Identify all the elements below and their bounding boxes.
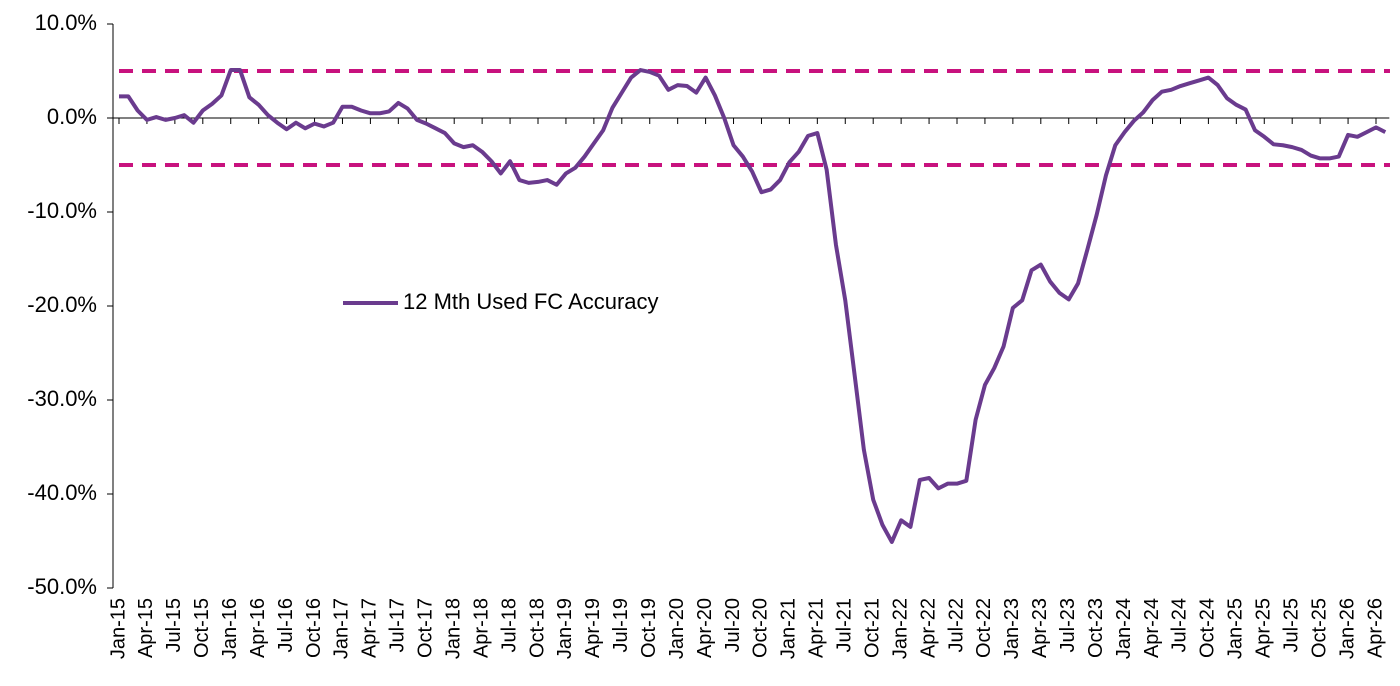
x-tick-label: Jul-18 bbox=[498, 598, 520, 652]
y-tick-label: -40.0% bbox=[27, 480, 97, 505]
x-tick-label: Apr-22 bbox=[917, 598, 939, 658]
x-tick-label: Apr-16 bbox=[247, 598, 269, 658]
x-tick-label: Apr-20 bbox=[694, 598, 716, 658]
x-tick-label: Oct-21 bbox=[861, 598, 883, 658]
x-tick-label: Jan-17 bbox=[331, 598, 353, 659]
x-tick-label: Jan-18 bbox=[442, 598, 464, 659]
x-tick-label: Jul-22 bbox=[945, 598, 967, 652]
x-tick-label: Apr-24 bbox=[1141, 598, 1163, 658]
x-tick-label: Jul-21 bbox=[834, 598, 856, 652]
x-tick-label: Apr-15 bbox=[135, 598, 157, 658]
x-tick-label: Apr-19 bbox=[582, 598, 604, 658]
x-tick-label: Oct-17 bbox=[415, 598, 437, 658]
x-tick-label: Apr-25 bbox=[1253, 598, 1275, 658]
legend-label: 12 Mth Used FC Accuracy bbox=[403, 289, 659, 314]
x-tick-label: Jan-21 bbox=[778, 598, 800, 659]
y-tick-label: -50.0% bbox=[27, 574, 97, 599]
y-tick-label: -30.0% bbox=[27, 386, 97, 411]
x-tick-label: Oct-23 bbox=[1085, 598, 1107, 658]
x-tick-label: Jan-25 bbox=[1225, 598, 1247, 659]
x-tick-label: Apr-26 bbox=[1364, 598, 1386, 658]
x-tick-label: Oct-16 bbox=[303, 598, 325, 658]
x-tick-label: Oct-22 bbox=[973, 598, 995, 658]
x-tick-label: Apr-18 bbox=[470, 598, 492, 658]
x-tick-label: Jan-20 bbox=[666, 598, 688, 659]
x-tick-label: Oct-15 bbox=[191, 598, 213, 658]
x-tick-label: Oct-24 bbox=[1197, 598, 1219, 658]
x-tick-label: Apr-17 bbox=[359, 598, 381, 658]
x-tick-label: Jan-19 bbox=[554, 598, 576, 659]
x-tick-label: Jan-23 bbox=[1001, 598, 1023, 659]
data-line bbox=[119, 68, 1387, 544]
x-tick-label: Apr-21 bbox=[806, 598, 828, 658]
x-tick-label: Jan-15 bbox=[107, 598, 129, 659]
x-tick-label: Jul-19 bbox=[610, 598, 632, 652]
x-tick-label: Oct-18 bbox=[526, 598, 548, 658]
y-tick-label: -10.0% bbox=[27, 198, 97, 223]
y-tick-label: 0.0% bbox=[47, 104, 97, 129]
y-tick-label: -20.0% bbox=[27, 292, 97, 317]
x-tick-label: Jul-16 bbox=[275, 598, 297, 652]
x-tick-label: Jul-15 bbox=[163, 598, 185, 652]
x-tick-label: Jul-17 bbox=[387, 598, 409, 652]
x-tick-label: Jul-23 bbox=[1057, 598, 1079, 652]
x-tick-label: Jan-26 bbox=[1336, 598, 1358, 659]
x-tick-label: Oct-19 bbox=[638, 598, 660, 658]
y-tick-label: 10.0% bbox=[35, 10, 97, 35]
x-tick-label: Jan-16 bbox=[219, 598, 241, 659]
x-tick-label: Jan-24 bbox=[1113, 598, 1135, 659]
x-tick-label: Oct-25 bbox=[1308, 598, 1330, 658]
x-tick-label: Oct-20 bbox=[750, 598, 772, 658]
x-tick-label: Jul-24 bbox=[1169, 598, 1191, 652]
x-tick-label: Apr-23 bbox=[1029, 598, 1051, 658]
x-tick-label: Jul-20 bbox=[722, 598, 744, 652]
x-tick-label: Jan-22 bbox=[889, 598, 911, 659]
x-tick-label: Jul-25 bbox=[1280, 598, 1302, 652]
